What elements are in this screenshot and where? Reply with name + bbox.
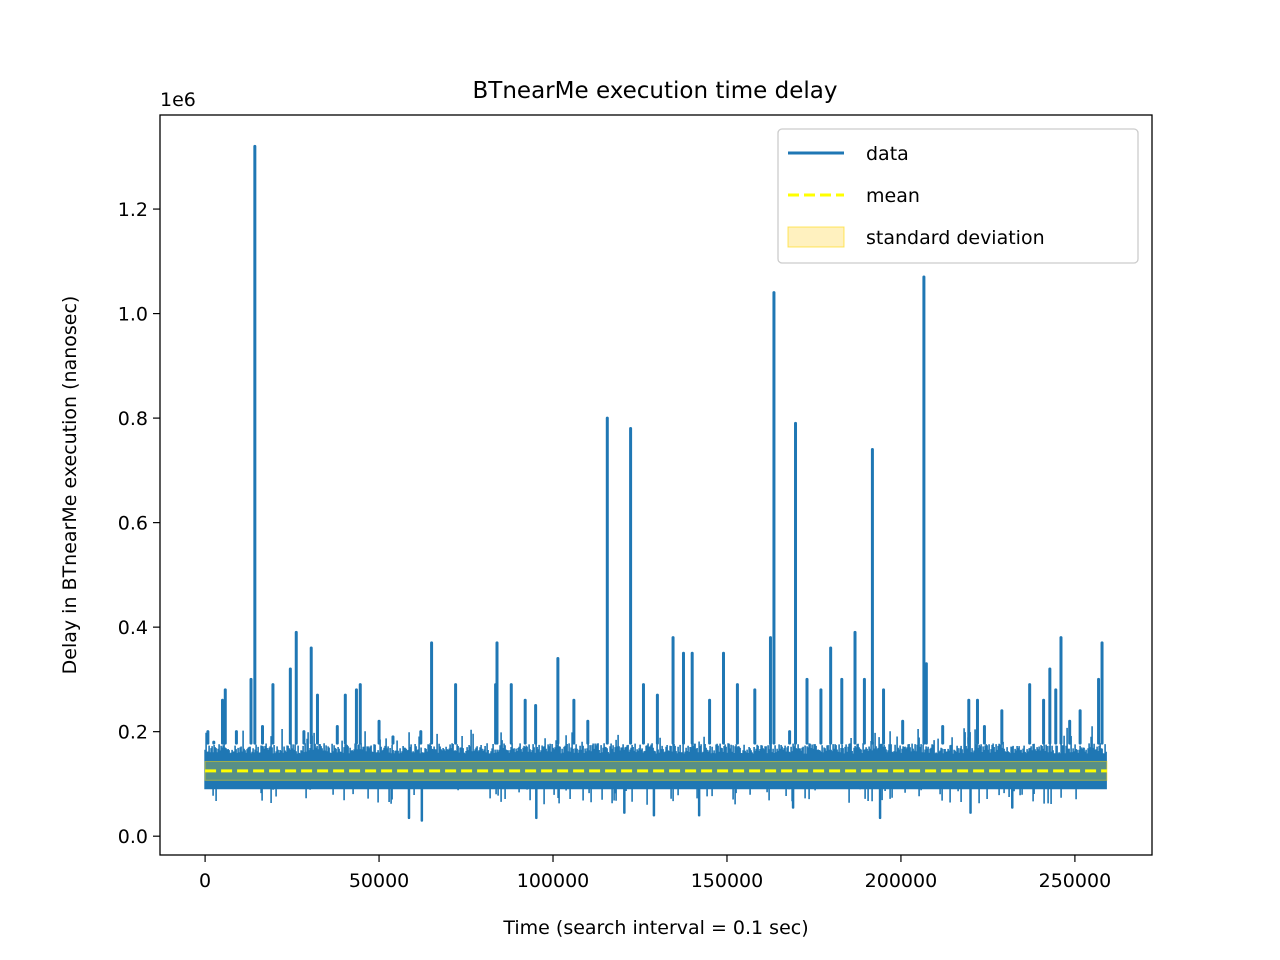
x-axis-label: Time (search interval = 0.1 sec) (502, 917, 808, 939)
y-axis-label: Delay in BTnearMe execution (nanosec) (59, 296, 81, 675)
plot-clip-group (204, 144, 1108, 822)
x-tick-label: 50000 (349, 870, 409, 892)
y-tick-label: 0.0 (118, 826, 148, 848)
legend: data mean standard deviation (777, 128, 1139, 264)
chart-title: BTnearMe execution time delay (473, 78, 838, 104)
x-tick-label: 150000 (691, 870, 764, 892)
plot-area (204, 144, 1108, 822)
legend-label: mean (866, 185, 920, 207)
x-tick-label: 200000 (865, 870, 938, 892)
axes: 0 50000 100000 150000 200000 250000 0.0 0.2 0.4 0… (118, 114, 1153, 892)
y-offset-label: 1e6 (160, 89, 196, 111)
legend-label: standard deviation (866, 227, 1045, 249)
y-tick-label: 0.2 (118, 722, 148, 744)
x-tick-label: 250000 (1039, 870, 1112, 892)
y-tick-label: 0.8 (118, 408, 148, 430)
x-tick-label: 0 (199, 870, 211, 892)
legend-label: data (866, 143, 909, 165)
legend-swatch-std (787, 226, 845, 248)
y-tick-label: 1.0 (118, 304, 148, 326)
x-tick-label: 100000 (517, 870, 590, 892)
legend-box (777, 128, 1139, 264)
y-tick-label: 1.2 (118, 199, 148, 221)
y-tick-label: 0.6 (118, 513, 148, 535)
axes-frame (159, 114, 1153, 856)
y-tick-label: 0.4 (118, 617, 148, 639)
